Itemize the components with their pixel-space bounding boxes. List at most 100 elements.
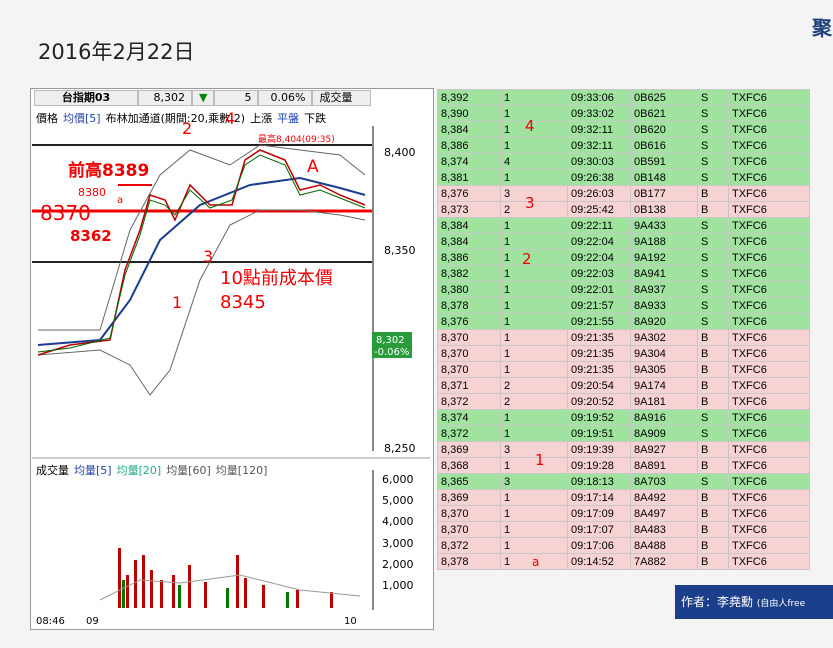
table-cell: 09:21:35 [567, 345, 631, 362]
table-cell: 09:32:11 [567, 137, 631, 154]
table-cell: TXFC6 [728, 393, 810, 410]
y-tick-label: 2,000 [382, 558, 414, 571]
table-cell: 09:20:52 [567, 393, 631, 410]
bollinger-lower [37, 209, 366, 396]
annotation: 8345 [220, 292, 266, 313]
table-cell: 8,374 [437, 153, 501, 170]
table-note: 4 [525, 117, 535, 135]
table-cell: 8A920 [630, 313, 698, 330]
legend-item: 上漲 [250, 112, 273, 125]
table-cell: 0B625 [630, 89, 698, 106]
y-tick-label: 8,400 [384, 146, 416, 159]
table-cell: 8A483 [630, 521, 698, 538]
table-cell: 9A304 [630, 345, 698, 362]
table-cell: 1 [500, 249, 568, 266]
table-cell: S [697, 249, 729, 266]
table-cell: B [697, 361, 729, 378]
table-cell: 1 [500, 457, 568, 474]
table-cell: TXFC6 [728, 105, 810, 122]
legend-item: 下跌 [304, 112, 327, 125]
table-cell: 8,365 [437, 473, 501, 490]
table-row: 8,373 2 09:25:42 0B138 B TXFC6 [437, 201, 810, 218]
table-cell: 09:19:52 [567, 409, 631, 426]
table-cell: 2 [500, 393, 568, 410]
axis [372, 126, 374, 451]
table-cell: 1 [500, 217, 568, 234]
table-cell: B [697, 393, 729, 410]
table-cell: TXFC6 [728, 265, 810, 282]
annotation: 3 [203, 247, 213, 266]
table-cell: 8A937 [630, 281, 698, 298]
annotation: 8362 [70, 227, 112, 245]
table-cell: 9A188 [630, 233, 698, 250]
table-cell: 1 [500, 505, 568, 522]
table-cell: 09:25:42 [567, 201, 631, 218]
table-cell: 8,378 [437, 553, 501, 570]
table-cell: TXFC6 [728, 249, 810, 266]
table-row: 8,392 1 09:33:06 0B625 S TXFC6 [437, 89, 810, 106]
table-cell: 1 [500, 489, 568, 506]
table-row: 8,384 1 09:22:04 9A188 S TXFC6 [437, 233, 810, 250]
table-row: 8,376 1 09:21:55 8A920 S TXFC6 [437, 313, 810, 330]
table-cell: 9A433 [630, 217, 698, 234]
table-cell: TXFC6 [728, 329, 810, 346]
table-cell: 8A909 [630, 425, 698, 442]
table-row: 8,384 1 09:32:11 0B620 S TXFC6 [437, 121, 810, 138]
legend-item: 均價[5] [63, 112, 101, 125]
table-cell: 09:17:14 [567, 489, 631, 506]
table-cell: 8,370 [437, 329, 501, 346]
table-cell: 09:19:51 [567, 425, 631, 442]
table-cell: 9A192 [630, 249, 698, 266]
table-cell: S [697, 265, 729, 282]
table-cell: 09:19:39 [567, 441, 631, 458]
date-title: 2016年2月22日 [38, 40, 195, 64]
table-cell: 8,390 [437, 105, 501, 122]
annotation: 2 [182, 119, 192, 138]
table-cell: 2 [500, 377, 568, 394]
table-cell: S [697, 121, 729, 138]
table-cell: B [697, 521, 729, 538]
table-cell: TXFC6 [728, 217, 810, 234]
table-cell: 09:21:55 [567, 313, 631, 330]
table-cell: 09:33:02 [567, 105, 631, 122]
author: 作者：李堯勳 [681, 595, 754, 609]
author-badge: 作者：李堯勳 (自由人free [675, 585, 833, 619]
table-cell: S [697, 217, 729, 234]
table-cell: 8,384 [437, 233, 501, 250]
table-cell: 3 [500, 441, 568, 458]
table-cell: 09:30:03 [567, 153, 631, 170]
last-price-box [372, 332, 412, 358]
table-row: 8,370 1 09:21:35 9A304 B TXFC6 [437, 345, 810, 362]
table-cell: 7A882 [630, 553, 698, 570]
table-cell: 09:17:06 [567, 537, 631, 554]
annotation: A [307, 157, 319, 177]
price-line [37, 154, 366, 353]
table-cell: 1 [500, 297, 568, 314]
table-cell: 09:19:28 [567, 457, 631, 474]
volume-tab[interactable]: 成交量 [312, 90, 372, 106]
y-tick-label: 3,000 [382, 537, 414, 550]
table-cell: 0B620 [630, 121, 698, 138]
table-cell: 8,369 [437, 489, 501, 506]
table-cell: TXFC6 [728, 185, 810, 202]
table-cell: 1 [500, 425, 568, 442]
table-cell: 09:21:57 [567, 297, 631, 314]
x-tick-label: 08:46 [36, 616, 65, 627]
table-cell: 8,371 [437, 377, 501, 394]
y-tick-label: 1,000 [382, 579, 414, 592]
legend-item: 價格 [36, 112, 58, 125]
table-cell: 8,372 [437, 393, 501, 410]
chart-panel [30, 88, 434, 630]
table-cell: B [697, 329, 729, 346]
table-cell: 9A174 [630, 377, 698, 394]
table-cell: S [697, 313, 729, 330]
price-line [37, 149, 366, 356]
quote-bar: 台指期03 8,302 ▼ 5 0.06% 成交量 [34, 90, 372, 106]
arrow: ▼ [192, 90, 215, 106]
bollinger-upper [38, 144, 366, 331]
table-cell: S [697, 297, 729, 314]
table-cell: S [697, 409, 729, 426]
table-cell: 09:21:35 [567, 361, 631, 378]
table-cell: 1 [500, 233, 568, 250]
